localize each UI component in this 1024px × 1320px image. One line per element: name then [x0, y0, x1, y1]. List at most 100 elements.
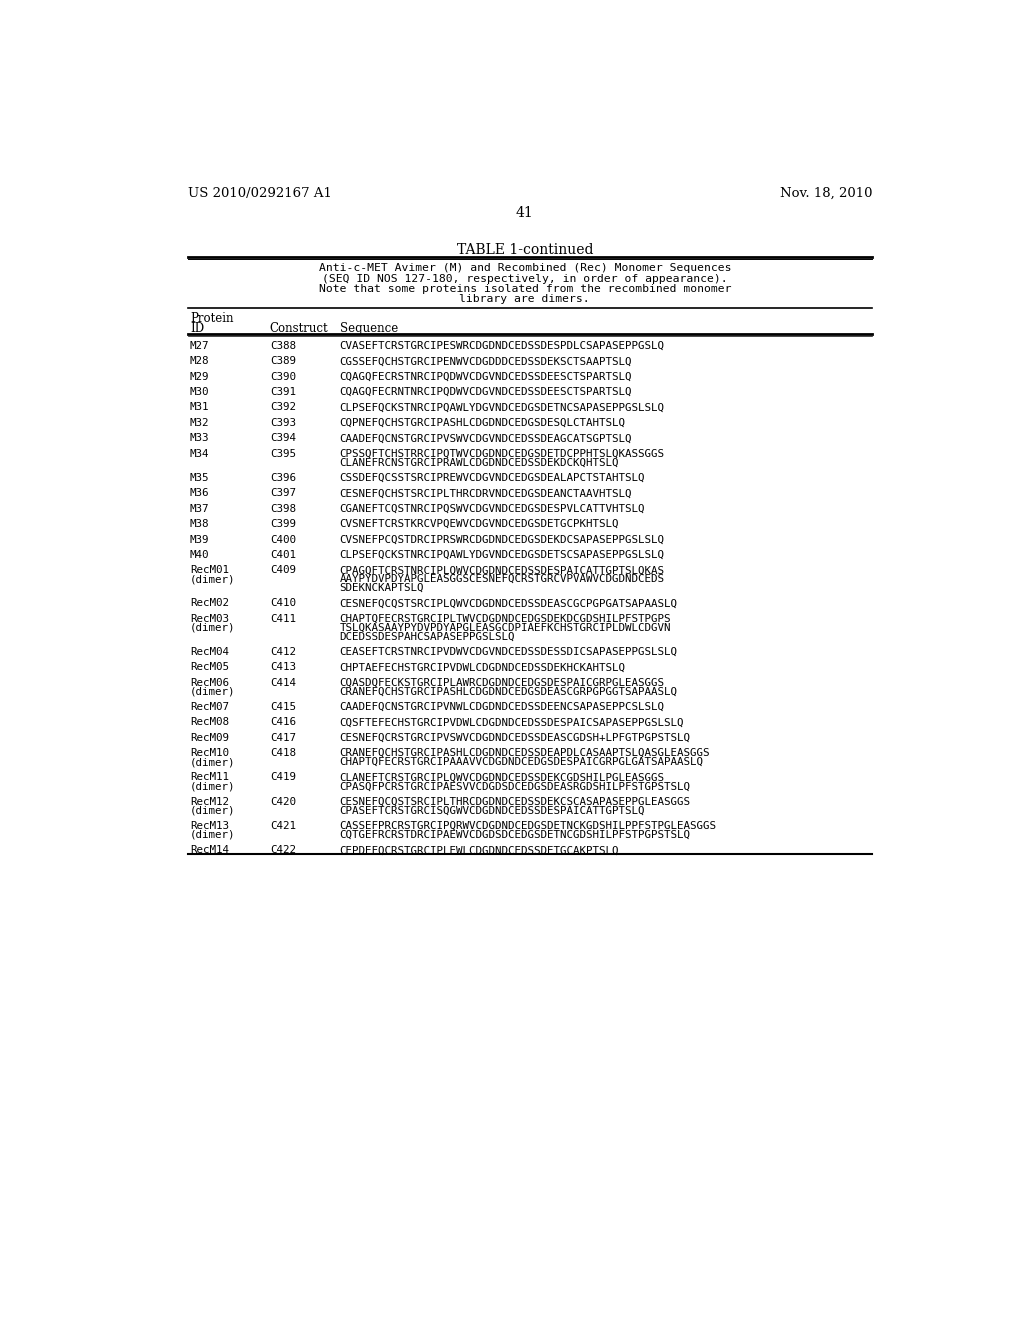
Text: C400: C400 — [270, 535, 296, 545]
Text: CHAPTQFECRSTGRCIPLTWVCDGDNDCEDGSDEKDCGDSHILPFSTPGPS: CHAPTQFECRSTGRCIPLTWVCDGDNDCEDGSDEKDCGDS… — [340, 614, 671, 624]
Text: (SEQ ID NOS 127-180, respectively, in order of appearance).: (SEQ ID NOS 127-180, respectively, in or… — [322, 273, 728, 284]
Text: CESNEFQCHSTSRCIPLTHRCDRVNDCEDGSDEANCTAAVHTSLQ: CESNEFQCHSTSRCIPLTHRCDRVNDCEDGSDEANCTAAV… — [340, 488, 632, 499]
Text: M27: M27 — [190, 341, 210, 351]
Text: RecM04: RecM04 — [190, 647, 229, 657]
Text: Nov. 18, 2010: Nov. 18, 2010 — [779, 187, 872, 199]
Text: RecM10: RecM10 — [190, 748, 229, 758]
Text: CGANEFTCQSTNRCIPQSWVCDGVNDCEDGSDESPVLCATTVHTSLQ: CGANEFTCQSTNRCIPQSWVCDGVNDCEDGSDESPVLCAT… — [340, 504, 645, 513]
Text: CQPNEFQCHSTGRCIPASHLCDGDNDCEDGSDESQLCTAHTSLQ: CQPNEFQCHSTGRCIPASHLCDGDNDCEDGSDESQLCTAH… — [340, 418, 626, 428]
Text: Construct: Construct — [270, 322, 329, 335]
Text: CEASEFTCRSTNRCIPVDWVCDGVNDCEDSSDESSDICSAPASEPPGSLSLQ: CEASEFTCRSTNRCIPVDWVCDGVNDCEDSSDESSDICSA… — [340, 647, 678, 657]
Text: CRANEFQCHSTGRCIPASHLCDGDNDCEDSSDEAPDLCASAAPTSLQASGLEASGGS: CRANEFQCHSTGRCIPASHLCDGDNDCEDSSDEAPDLCAS… — [340, 748, 710, 758]
Text: M36: M36 — [190, 488, 210, 499]
Text: C420: C420 — [270, 797, 296, 807]
Text: Note that some proteins isolated from the recombined monomer: Note that some proteins isolated from th… — [318, 284, 731, 294]
Text: M39: M39 — [190, 535, 210, 545]
Text: RecM09: RecM09 — [190, 733, 229, 743]
Text: CAADEFQCNSTGRCIPVNWLCDGDNDCEDSSDEENCSAPASEPPCSLSLQ: CAADEFQCNSTGRCIPVNWLCDGDNDCEDSSDEENCSAPA… — [340, 702, 665, 711]
Text: RecM02: RecM02 — [190, 598, 229, 609]
Text: RecM08: RecM08 — [190, 718, 229, 727]
Text: M33: M33 — [190, 433, 210, 444]
Text: CQAGQFECRSTNRCIPQDWVCDGVNDCEDSSDEESCTSPARTSLQ: CQAGQFECRSTNRCIPQDWVCDGVNDCEDSSDEESCTSPA… — [340, 372, 632, 381]
Text: (dimer): (dimer) — [190, 623, 236, 632]
Text: library are dimers.: library are dimers. — [460, 294, 590, 305]
Text: C411: C411 — [270, 614, 296, 624]
Text: TSLQKASAAYPYDVPDYAPGLEASGCDPIAEFKCHSTGRCIPLDWLCDGVN: TSLQKASAAYPYDVPDYAPGLEASGCDPIAEFKCHSTGRC… — [340, 623, 671, 632]
Text: CQSFTEFECHSTGRCIPVDWLCDGDNDCEDSSDESPAICSAPASEPPGSLSLQ: CQSFTEFECHSTGRCIPVDWLCDGDNDCEDSSDESPAICS… — [340, 718, 684, 727]
Text: M32: M32 — [190, 418, 210, 428]
Text: ID: ID — [190, 322, 204, 335]
Text: (dimer): (dimer) — [190, 686, 236, 697]
Text: C413: C413 — [270, 663, 296, 672]
Text: AAYPYDVPDYAPGLEASGGSCESNEFQCRSTGRCVPVAWVCDGDNDCEDS: AAYPYDVPDYAPGLEASGGSCESNEFQCRSTGRCVPVAWV… — [340, 574, 665, 585]
Text: CASSEFPRCRSTGRCIPQRWVCDGDNDCEDGSDETNCKGDSHILPPFSTPGLEASGGS: CASSEFPRCRSTGRCIPQRWVCDGDNDCEDGSDETNCKGD… — [340, 821, 717, 832]
Text: C401: C401 — [270, 550, 296, 560]
Text: CVSNEFPCQSTDRCIPRSWRCDGDNDCEDGSDEKDCSAPASEPPGSLSLQ: CVSNEFPCQSTDRCIPRSWRCDGDNDCEDGSDEKDCSAPA… — [340, 535, 665, 545]
Text: C399: C399 — [270, 519, 296, 529]
Text: CSSDEFQCSSTSRCIPREWVCDGVNDCEDGSDEALAPCTSTAHTSLQ: CSSDEFQCSSTSRCIPREWVCDGVNDCEDGSDEALAPCTS… — [340, 473, 645, 483]
Text: M40: M40 — [190, 550, 210, 560]
Text: C414: C414 — [270, 677, 296, 688]
Text: C415: C415 — [270, 702, 296, 711]
Text: CVASEFTCRSTGRCIPESWRCDGDNDCEDSSDESPDLCSAPASEPPGSLQ: CVASEFTCRSTGRCIPESWRCDGDNDCEDSSDESPDLCSA… — [340, 341, 665, 351]
Text: (dimer): (dimer) — [190, 830, 236, 840]
Text: M30: M30 — [190, 387, 210, 397]
Text: SDEKNCKAPTSLQ: SDEKNCKAPTSLQ — [340, 583, 424, 593]
Text: C391: C391 — [270, 387, 296, 397]
Text: CPAGQFTCRSTNRCIPLQWVCDGDNDCEDSSDESPAICATTGPTSLQKAS: CPAGQFTCRSTNRCIPLQWVCDGDNDCEDSSDESPAICAT… — [340, 565, 665, 576]
Text: C388: C388 — [270, 341, 296, 351]
Text: CLPSEFQCKSTNRCIPQAWLYDGVNDCEDGSDETNCSAPASEPPGSLSLQ: CLPSEFQCKSTNRCIPQAWLYDGVNDCEDGSDETNCSAPA… — [340, 403, 665, 412]
Text: CPASEFTCRSTGRCISQGWVCDGDNDCEDSSDESPAICATTGPTSLQ: CPASEFTCRSTGRCISQGWVCDGDNDCEDSSDESPAICAT… — [340, 805, 645, 816]
Text: M38: M38 — [190, 519, 210, 529]
Text: CQTGEFRCRSTDRCIPAEWVCDGDSDCEDGSDETNCGDSHILPFSTPGPSTSLQ: CQTGEFRCRSTDRCIPAEWVCDGDSDCEDGSDETNCGDSH… — [340, 830, 690, 840]
Text: RecM07: RecM07 — [190, 702, 229, 711]
Text: RecM12: RecM12 — [190, 797, 229, 807]
Text: C419: C419 — [270, 772, 296, 783]
Text: C398: C398 — [270, 504, 296, 513]
Text: Anti-c-MET Avimer (M) and Recombined (Rec) Monomer Sequences: Anti-c-MET Avimer (M) and Recombined (Re… — [318, 263, 731, 273]
Text: CLANEFTCRSTGRCIPLQWVCDGDNDCEDSSDEKCGDSHILPGLEASGGS: CLANEFTCRSTGRCIPLQWVCDGDNDCEDSSDEKCGDSHI… — [340, 772, 665, 783]
Text: C412: C412 — [270, 647, 296, 657]
Text: C410: C410 — [270, 598, 296, 609]
Text: CQASDQFECKSTGRCIPLAWRCDGDNDCEDGSDESPAICGRPGLEASGGS: CQASDQFECKSTGRCIPLAWRCDGDNDCEDGSDESPAICG… — [340, 677, 665, 688]
Text: C392: C392 — [270, 403, 296, 412]
Text: DCEDSSDESPAHCSAPASEPPGSLSLQ: DCEDSSDESPAHCSAPASEPPGSLSLQ — [340, 631, 515, 642]
Text: CHPTAEFECHSTGRCIPVDWLCDGDNDCEDSSDEKHCKAHTSLQ: CHPTAEFECHSTGRCIPVDWLCDGDNDCEDSSDEKHCKAH… — [340, 663, 626, 672]
Text: C421: C421 — [270, 821, 296, 832]
Text: (dimer): (dimer) — [190, 805, 236, 816]
Text: TABLE 1-continued: TABLE 1-continued — [457, 243, 593, 257]
Text: CLANEFRCNSTGRCIPRAWLCDGDNDCEDSSDEKDCKQHTSLQ: CLANEFRCNSTGRCIPRAWLCDGDNDCEDSSDEKDCKQHT… — [340, 458, 620, 467]
Text: C395: C395 — [270, 449, 296, 458]
Text: CLPSEFQCKSTNRCIPQAWLYDGVNDCEDGSDETSCSAPASEPPGSLSLQ: CLPSEFQCKSTNRCIPQAWLYDGVNDCEDGSDETSCSAPA… — [340, 550, 665, 560]
Text: RecM14: RecM14 — [190, 845, 229, 855]
Text: RecM01: RecM01 — [190, 565, 229, 576]
Text: CHAPTQFECRSTGRCIPAAAVVCDGDNDCEDGSDESPAICGRPGLGATSAPAASLQ: CHAPTQFECRSTGRCIPAAAVVCDGDNDCEDGSDESPAIC… — [340, 758, 703, 767]
Text: (dimer): (dimer) — [190, 574, 236, 585]
Text: CEPDEFQCRSTGRCIPLEWLCDGDNDCEDSSDETGCAKPTSLQ: CEPDEFQCRSTGRCIPLEWLCDGDNDCEDSSDETGCAKPT… — [340, 845, 620, 855]
Text: CRANEFQCHSTGRCIPASHLCDGDNDCEDGSDEASCGRPGPGGTSAPAASLQ: CRANEFQCHSTGRCIPASHLCDGDNDCEDGSDEASCGRPG… — [340, 686, 678, 697]
Text: CGSSEFQCHSTGRCIPENWVCDGDDDCEDSSDEKSCTSAAPTSLQ: CGSSEFQCHSTGRCIPENWVCDGDDDCEDSSDEKSCTSAA… — [340, 356, 632, 366]
Text: CVSNEFTCRSTKRCVPQEWVCDGVNDCEDGSDETGCPKHTSLQ: CVSNEFTCRSTKRCVPQEWVCDGVNDCEDGSDETGCPKHT… — [340, 519, 620, 529]
Text: US 2010/0292167 A1: US 2010/0292167 A1 — [188, 187, 333, 199]
Text: C393: C393 — [270, 418, 296, 428]
Text: (dimer): (dimer) — [190, 758, 236, 767]
Text: CQAGQFECRNTNRCIPQDWVCDGVNDCEDSSDEESCTSPARTSLQ: CQAGQFECRNTNRCIPQDWVCDGVNDCEDSSDEESCTSPA… — [340, 387, 632, 397]
Text: RecM13: RecM13 — [190, 821, 229, 832]
Text: C416: C416 — [270, 718, 296, 727]
Text: CESNEFQCRSTGRCIPVSWVCDGDNDCEDSSDEASCGDSH+LPFGTPGPSTSLQ: CESNEFQCRSTGRCIPVSWVCDGDNDCEDSSDEASCGDSH… — [340, 733, 690, 743]
Text: 41: 41 — [516, 206, 534, 220]
Text: C397: C397 — [270, 488, 296, 499]
Text: (dimer): (dimer) — [190, 781, 236, 791]
Text: CESNEFQCQSTSRCIPLTHRCDGDNDCEDSSDEKCSCASAPASEPPGLEASGGS: CESNEFQCQSTSRCIPLTHRCDGDNDCEDSSDEKCSCASA… — [340, 797, 690, 807]
Text: C409: C409 — [270, 565, 296, 576]
Text: M34: M34 — [190, 449, 210, 458]
Text: C389: C389 — [270, 356, 296, 366]
Text: RecM11: RecM11 — [190, 772, 229, 783]
Text: C394: C394 — [270, 433, 296, 444]
Text: RecM06: RecM06 — [190, 677, 229, 688]
Text: C396: C396 — [270, 473, 296, 483]
Text: M29: M29 — [190, 372, 210, 381]
Text: M28: M28 — [190, 356, 210, 366]
Text: RecM05: RecM05 — [190, 663, 229, 672]
Text: CAADEFQCNSTGRCIPVSWVCDGVNDCEDSSDEAGCATSGPTSLQ: CAADEFQCNSTGRCIPVSWVCDGVNDCEDSSDEAGCATSG… — [340, 433, 632, 444]
